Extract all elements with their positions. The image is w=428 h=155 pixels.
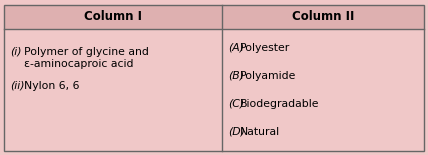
Bar	[222, 5, 424, 29]
Text: Polymer of glycine and: Polymer of glycine and	[24, 47, 149, 57]
Text: (D): (D)	[228, 127, 245, 137]
Bar	[4, 5, 222, 29]
Text: Polyester: Polyester	[240, 43, 290, 53]
Text: Nylon 6, 6: Nylon 6, 6	[24, 81, 80, 91]
Text: Polyamide: Polyamide	[240, 71, 296, 81]
Text: (C): (C)	[228, 99, 244, 109]
Text: (ii): (ii)	[10, 81, 24, 91]
Text: (i): (i)	[10, 47, 21, 57]
Text: Biodegradable: Biodegradable	[240, 99, 319, 109]
Text: Natural: Natural	[240, 127, 280, 137]
Text: ε-aminocaproic acid: ε-aminocaproic acid	[24, 59, 134, 69]
Text: Column I: Column I	[84, 11, 142, 24]
Text: Column II: Column II	[292, 11, 354, 24]
Text: (B): (B)	[228, 71, 244, 81]
Text: (A): (A)	[228, 43, 244, 53]
